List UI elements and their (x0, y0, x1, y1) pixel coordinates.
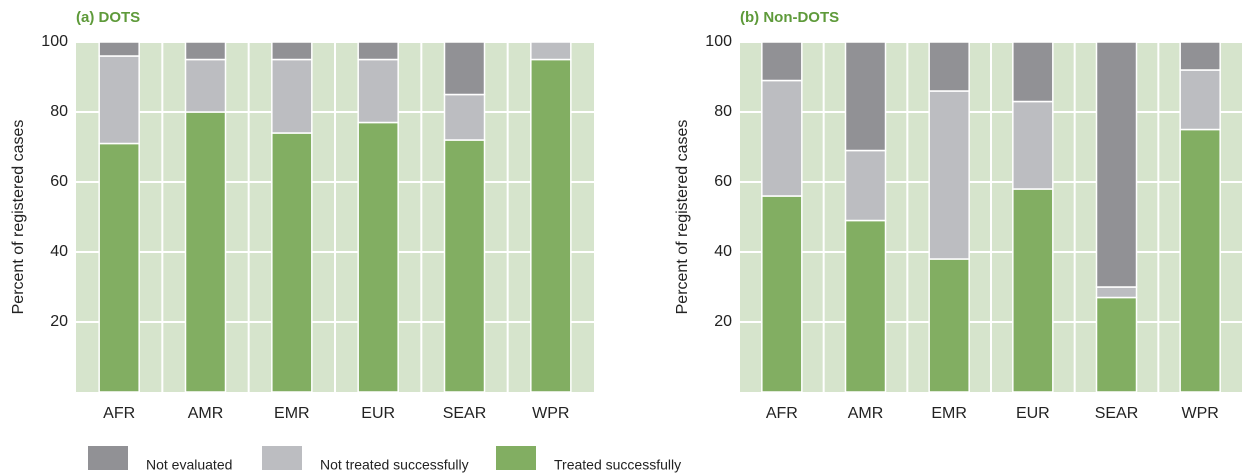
bar-segment (530, 58, 572, 393)
y-tick-label: 80 (714, 103, 732, 120)
x-tick-label: SEAR (1095, 405, 1139, 422)
y-tick-label: 20 (50, 313, 68, 330)
legend-swatch (262, 446, 302, 470)
bar-segment (761, 195, 803, 393)
bar-segment (761, 79, 803, 197)
y-tick-label: 40 (50, 243, 68, 260)
bar-segment (1095, 286, 1138, 299)
bar-segment (928, 41, 970, 92)
bar-segment (357, 41, 399, 61)
y-tick-label: 40 (714, 243, 732, 260)
bar-segment (1095, 41, 1138, 288)
bar-segment (271, 58, 313, 134)
bar-segment (844, 149, 887, 222)
bar-segment (928, 90, 970, 260)
y-tick-label: 80 (50, 103, 68, 120)
bar-segment (443, 93, 486, 141)
x-tick-label: EUR (361, 405, 395, 422)
bar-segment (1095, 296, 1138, 393)
x-tick-label: EUR (1016, 405, 1050, 422)
legend-swatch (88, 446, 128, 470)
bar-segment (184, 58, 227, 113)
x-tick-label: WPR (532, 405, 569, 422)
bar-segment (1012, 100, 1054, 190)
bar-segment (357, 121, 399, 393)
bar-segment (98, 41, 140, 57)
bar-segment (443, 139, 486, 393)
y-tick-label: 60 (50, 173, 68, 190)
legend-label: Treated successfully (554, 457, 681, 473)
chart-title: (b) Non-DOTS (740, 9, 839, 26)
x-tick-label: SEAR (443, 405, 487, 422)
bar-segment (844, 41, 887, 152)
bar-segment (928, 258, 970, 393)
bar-segment (184, 41, 227, 61)
bar-segment (443, 41, 486, 96)
bar-segment (1179, 128, 1221, 393)
bar-segment (1012, 41, 1054, 103)
bar-segment (1179, 69, 1221, 131)
legend-label: Not evaluated (146, 457, 232, 473)
bar-segment (844, 219, 887, 393)
bar-segment (184, 111, 227, 393)
x-tick-label: WPR (1182, 405, 1219, 422)
legend-swatch (496, 446, 536, 470)
chart-title: (a) DOTS (76, 9, 140, 26)
legend-label: Not treated successfully (320, 457, 469, 473)
bar-segment (271, 132, 313, 393)
y-tick-label: 100 (41, 33, 68, 50)
bar-segment (1012, 188, 1054, 393)
x-tick-label: EMR (931, 405, 967, 422)
bar-segment (271, 41, 313, 61)
bar-segment (530, 41, 572, 61)
bar-segment (98, 142, 140, 393)
x-tick-label: AFR (103, 405, 135, 422)
bar-segment (761, 41, 803, 82)
x-tick-label: AMR (848, 405, 884, 422)
bar-segment (98, 55, 140, 145)
bar-segment (357, 58, 399, 124)
x-tick-label: AMR (188, 405, 224, 422)
y-tick-label: 60 (714, 173, 732, 190)
x-tick-label: AFR (766, 405, 798, 422)
bar-segment (1179, 41, 1221, 71)
y-tick-label: 100 (705, 33, 732, 50)
y-tick-label: 20 (714, 313, 732, 330)
x-tick-label: EMR (274, 405, 310, 422)
y-axis-label: Percent of registered cases (10, 120, 27, 315)
y-axis-label: Percent of registered cases (674, 120, 691, 315)
